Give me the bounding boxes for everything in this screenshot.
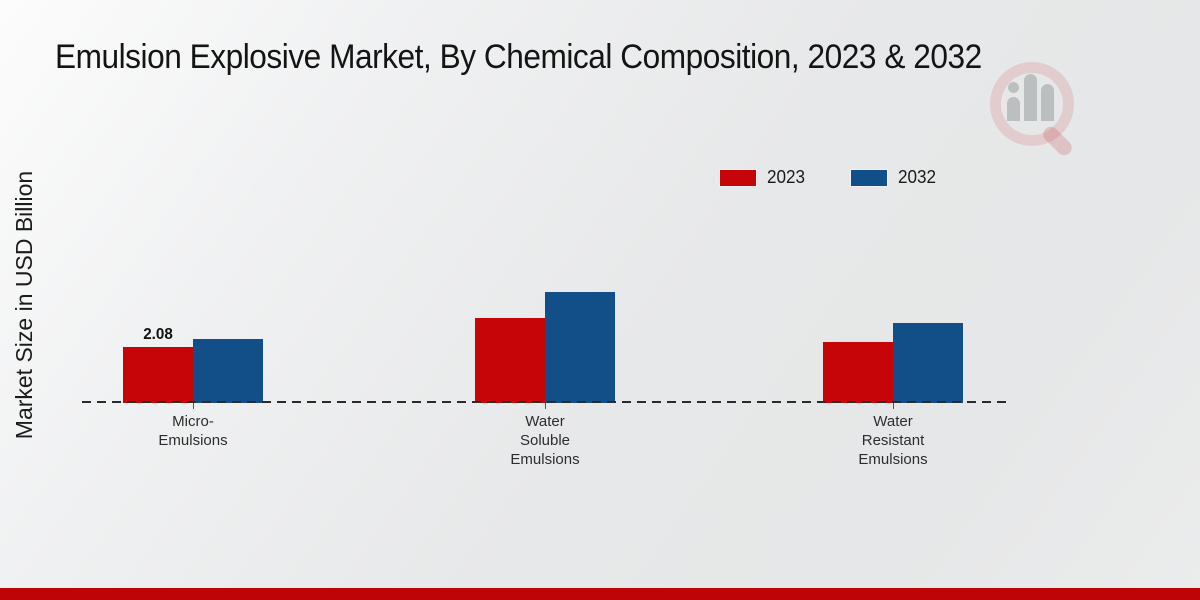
- bar-2023-category-1: [475, 318, 545, 403]
- category-label: Water Soluble Emulsions: [510, 413, 580, 468]
- chart-title: Emulsion Explosive Market, By Chemical C…: [55, 38, 982, 76]
- legend-item-2023: 2023: [719, 167, 806, 188]
- bar-2023-category-0: [123, 347, 193, 403]
- legend: 2023 2032: [719, 167, 937, 188]
- bar-2023-category-2: [823, 342, 893, 403]
- logo-bar-icon: [1007, 97, 1020, 121]
- logo-bar-icon: [1024, 74, 1037, 121]
- legend-swatch-2023: [719, 168, 757, 187]
- footer-accent-bar: [0, 588, 1200, 600]
- bar-2032-category-2: [893, 323, 963, 403]
- legend-label-2023: 2023: [767, 167, 806, 187]
- x-axis-baseline: [82, 401, 1007, 403]
- legend-label-2032: 2032: [898, 167, 937, 187]
- x-axis-tick: [193, 403, 194, 409]
- logo-bar-icon: [1041, 84, 1054, 121]
- category-label: Micro- Emulsions: [158, 413, 228, 449]
- legend-item-2032: 2032: [850, 167, 937, 188]
- bar-2032-category-1: [545, 292, 615, 403]
- x-axis-tick: [545, 403, 546, 409]
- magnifier-lens-icon: [990, 62, 1074, 146]
- bar-value-label: 2.08: [143, 326, 173, 343]
- x-axis-tick: [893, 403, 894, 409]
- logo-dot-icon: [1008, 82, 1019, 93]
- market-research-logo-watermark: [988, 58, 1088, 159]
- legend-swatch-2032: [850, 168, 889, 187]
- y-axis-label: Market Size in USD Billion: [11, 170, 37, 440]
- bar-2032-category-0: [193, 339, 263, 403]
- category-label: Water Resistant Emulsions: [858, 413, 928, 468]
